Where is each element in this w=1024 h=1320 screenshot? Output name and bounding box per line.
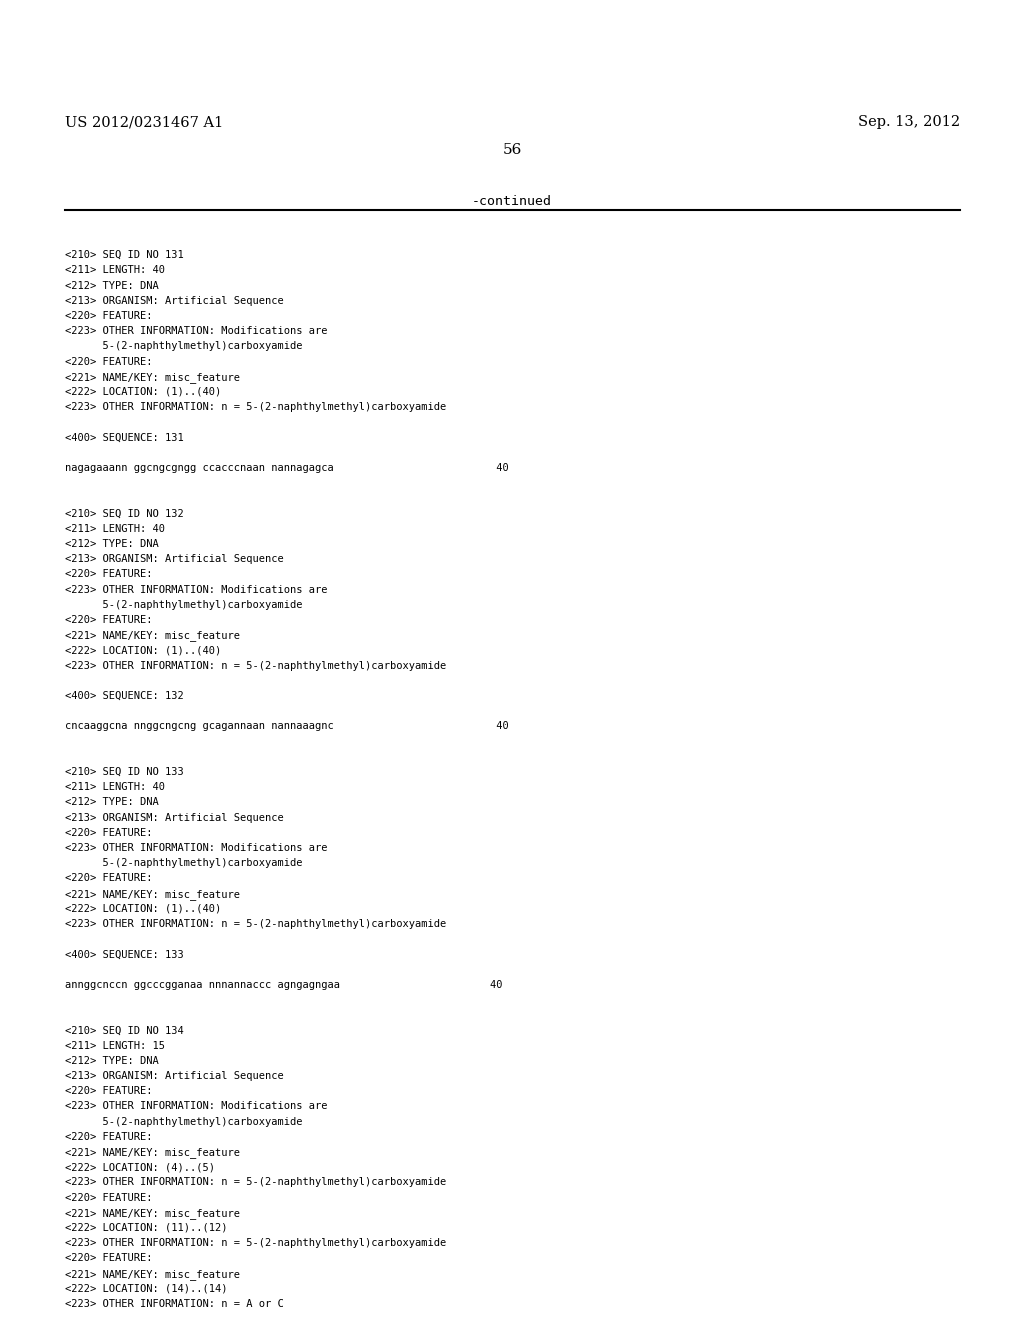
Text: <210> SEQ ID NO 133: <210> SEQ ID NO 133 [65, 767, 183, 777]
Text: -continued: -continued [472, 195, 552, 209]
Text: 5-(2-naphthylmethyl)carboxyamide: 5-(2-naphthylmethyl)carboxyamide [65, 599, 302, 610]
Text: <221> NAME/KEY: misc_feature: <221> NAME/KEY: misc_feature [65, 888, 240, 899]
Text: <221> NAME/KEY: misc_feature: <221> NAME/KEY: misc_feature [65, 630, 240, 642]
Text: 5-(2-naphthylmethyl)carboxyamide: 5-(2-naphthylmethyl)carboxyamide [65, 858, 302, 869]
Text: <212> TYPE: DNA: <212> TYPE: DNA [65, 539, 159, 549]
Text: <222> LOCATION: (14)..(14): <222> LOCATION: (14)..(14) [65, 1284, 227, 1294]
Text: <220> FEATURE:: <220> FEATURE: [65, 569, 153, 579]
Text: <211> LENGTH: 15: <211> LENGTH: 15 [65, 1040, 165, 1051]
Text: <221> NAME/KEY: misc_feature: <221> NAME/KEY: misc_feature [65, 1147, 240, 1158]
Text: <210> SEQ ID NO 132: <210> SEQ ID NO 132 [65, 508, 183, 519]
Text: <211> LENGTH: 40: <211> LENGTH: 40 [65, 783, 165, 792]
Text: <212> TYPE: DNA: <212> TYPE: DNA [65, 1056, 159, 1065]
Text: <400> SEQUENCE: 131: <400> SEQUENCE: 131 [65, 433, 183, 442]
Text: <223> OTHER INFORMATION: Modifications are: <223> OTHER INFORMATION: Modifications a… [65, 326, 328, 337]
Text: <223> OTHER INFORMATION: n = 5-(2-naphthylmethyl)carboxyamide: <223> OTHER INFORMATION: n = 5-(2-naphth… [65, 1177, 446, 1188]
Text: <223> OTHER INFORMATION: n = 5-(2-naphthylmethyl)carboxyamide: <223> OTHER INFORMATION: n = 5-(2-naphth… [65, 660, 446, 671]
Text: <222> LOCATION: (1)..(40): <222> LOCATION: (1)..(40) [65, 387, 221, 397]
Text: <222> LOCATION: (1)..(40): <222> LOCATION: (1)..(40) [65, 904, 221, 913]
Text: <220> FEATURE:: <220> FEATURE: [65, 356, 153, 367]
Text: <223> OTHER INFORMATION: n = 5-(2-naphthylmethyl)carboxyamide: <223> OTHER INFORMATION: n = 5-(2-naphth… [65, 919, 446, 929]
Text: <400> SEQUENCE: 132: <400> SEQUENCE: 132 [65, 690, 183, 701]
Text: <400> SEQUENCE: 133: <400> SEQUENCE: 133 [65, 949, 183, 960]
Text: 5-(2-naphthylmethyl)carboxyamide: 5-(2-naphthylmethyl)carboxyamide [65, 342, 302, 351]
Text: <220> FEATURE:: <220> FEATURE: [65, 1086, 153, 1096]
Text: <210> SEQ ID NO 131: <210> SEQ ID NO 131 [65, 251, 183, 260]
Text: <221> NAME/KEY: misc_feature: <221> NAME/KEY: misc_feature [65, 1269, 240, 1279]
Text: nagagaaann ggcngcgngg ccacccnaan nannagagca                          40: nagagaaann ggcngcgngg ccacccnaan nannaga… [65, 463, 509, 473]
Text: cncaaggcna nnggcngcng gcagannaan nannaaagnc                          40: cncaaggcna nnggcngcng gcagannaan nannaaa… [65, 722, 509, 731]
Text: <222> LOCATION: (1)..(40): <222> LOCATION: (1)..(40) [65, 645, 221, 656]
Text: <221> NAME/KEY: misc_feature: <221> NAME/KEY: misc_feature [65, 372, 240, 383]
Text: <221> NAME/KEY: misc_feature: <221> NAME/KEY: misc_feature [65, 1208, 240, 1218]
Text: <213> ORGANISM: Artificial Sequence: <213> ORGANISM: Artificial Sequence [65, 1071, 284, 1081]
Text: <213> ORGANISM: Artificial Sequence: <213> ORGANISM: Artificial Sequence [65, 813, 284, 822]
Text: <210> SEQ ID NO 134: <210> SEQ ID NO 134 [65, 1026, 183, 1035]
Text: <212> TYPE: DNA: <212> TYPE: DNA [65, 281, 159, 290]
Text: US 2012/0231467 A1: US 2012/0231467 A1 [65, 115, 223, 129]
Text: <222> LOCATION: (4)..(5): <222> LOCATION: (4)..(5) [65, 1162, 215, 1172]
Text: <211> LENGTH: 40: <211> LENGTH: 40 [65, 524, 165, 533]
Text: <222> LOCATION: (11)..(12): <222> LOCATION: (11)..(12) [65, 1224, 227, 1233]
Text: 56: 56 [503, 143, 521, 157]
Text: <220> FEATURE:: <220> FEATURE: [65, 828, 153, 838]
Text: <220> FEATURE:: <220> FEATURE: [65, 1192, 153, 1203]
Text: annggcnccn ggcccgganaa nnnannaccc agngagngaa                        40: annggcnccn ggcccgganaa nnnannaccc agngag… [65, 979, 503, 990]
Text: <220> FEATURE:: <220> FEATURE: [65, 312, 153, 321]
Text: <223> OTHER INFORMATION: Modifications are: <223> OTHER INFORMATION: Modifications a… [65, 1101, 328, 1111]
Text: <212> TYPE: DNA: <212> TYPE: DNA [65, 797, 159, 808]
Text: <223> OTHER INFORMATION: n = 5-(2-naphthylmethyl)carboxyamide: <223> OTHER INFORMATION: n = 5-(2-naphth… [65, 403, 446, 412]
Text: Sep. 13, 2012: Sep. 13, 2012 [858, 115, 961, 129]
Text: <213> ORGANISM: Artificial Sequence: <213> ORGANISM: Artificial Sequence [65, 554, 284, 564]
Text: <223> OTHER INFORMATION: Modifications are: <223> OTHER INFORMATION: Modifications a… [65, 585, 328, 594]
Text: <220> FEATURE:: <220> FEATURE: [65, 874, 153, 883]
Text: <220> FEATURE:: <220> FEATURE: [65, 615, 153, 624]
Text: <213> ORGANISM: Artificial Sequence: <213> ORGANISM: Artificial Sequence [65, 296, 284, 306]
Text: <220> FEATURE:: <220> FEATURE: [65, 1254, 153, 1263]
Text: <220> FEATURE:: <220> FEATURE: [65, 1131, 153, 1142]
Text: <211> LENGTH: 40: <211> LENGTH: 40 [65, 265, 165, 276]
Text: <223> OTHER INFORMATION: n = A or C: <223> OTHER INFORMATION: n = A or C [65, 1299, 284, 1309]
Text: <223> OTHER INFORMATION: n = 5-(2-naphthylmethyl)carboxyamide: <223> OTHER INFORMATION: n = 5-(2-naphth… [65, 1238, 446, 1249]
Text: <223> OTHER INFORMATION: Modifications are: <223> OTHER INFORMATION: Modifications a… [65, 843, 328, 853]
Text: 5-(2-naphthylmethyl)carboxyamide: 5-(2-naphthylmethyl)carboxyamide [65, 1117, 302, 1126]
